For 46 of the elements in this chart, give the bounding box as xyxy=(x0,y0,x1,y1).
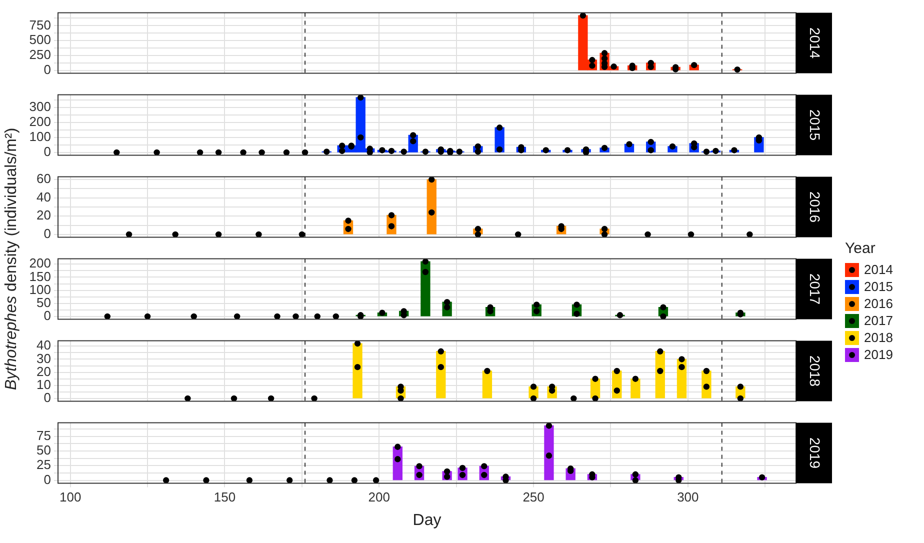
y-tick-label: 100 xyxy=(29,129,51,144)
y-tick-label: 60 xyxy=(36,171,51,186)
y-tick-label: 20 xyxy=(36,208,51,223)
y-tick-label: 750 xyxy=(29,17,51,32)
legend-label: 2019 xyxy=(864,347,893,362)
y-tick-label: 150 xyxy=(29,268,51,284)
legend-title: Year xyxy=(845,240,876,257)
legend-label: 2017 xyxy=(864,313,893,328)
y-tick-label: 200 xyxy=(29,256,51,271)
y-tick-label: 500 xyxy=(29,32,51,48)
y-tick-label: 0 xyxy=(44,62,51,78)
y-tick-label: 25 xyxy=(36,457,51,472)
x-tick-label: 100 xyxy=(60,490,82,505)
x-axis-title: Day xyxy=(412,512,442,529)
legend-label: 2015 xyxy=(864,279,893,294)
text: 2015 xyxy=(807,109,824,141)
x-tick-label: 200 xyxy=(368,490,390,505)
y-tick-label: 0 xyxy=(44,308,51,324)
text: 2014 xyxy=(807,27,824,59)
y-tick-label: 0 xyxy=(44,390,51,406)
y-tick-label: 40 xyxy=(36,189,51,204)
y-tick-label: 250 xyxy=(29,47,51,62)
legend-label: 2014 xyxy=(864,262,893,277)
y-tick-label: 100 xyxy=(29,282,51,297)
x-tick-label: 250 xyxy=(522,490,544,505)
y-tick-label: 200 xyxy=(29,114,51,129)
y-tick-label: 10 xyxy=(36,376,51,392)
legend-label: 2018 xyxy=(864,330,893,345)
y-tick-label: 40 xyxy=(36,338,51,353)
legend-label: 2016 xyxy=(864,296,893,311)
y-tick-label: 50 xyxy=(36,442,51,458)
y-tick-label: 75 xyxy=(36,428,51,443)
x-tick-label: 150 xyxy=(214,490,236,505)
y-tick-label: 0 xyxy=(44,144,51,160)
y-tick-label: 300 xyxy=(29,98,51,114)
text: 2017 xyxy=(807,273,824,305)
y-tick-label: 20 xyxy=(36,364,51,379)
x-tick-label: 300 xyxy=(677,490,699,505)
text: 2018 xyxy=(807,355,824,387)
y-tick-label: 0 xyxy=(44,472,51,487)
text: 2019 xyxy=(807,437,824,469)
text: 2016 xyxy=(807,191,824,223)
y-tick-label: 0 xyxy=(44,226,51,242)
y-tick-label: 30 xyxy=(36,350,51,366)
y-axis-title: Bythotrephes density (individuals/m²) xyxy=(3,128,20,390)
y-tick-label: 50 xyxy=(36,294,51,310)
